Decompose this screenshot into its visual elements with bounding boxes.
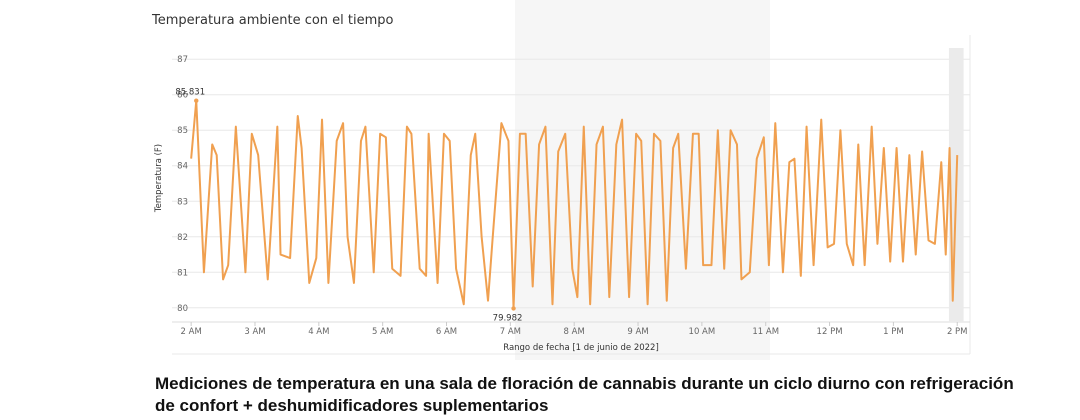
x-tick-label: 2 AM: [181, 327, 202, 337]
annotated-point: [194, 98, 199, 103]
y-tick-label: 84: [177, 162, 188, 172]
x-tick-label: 6 AM: [436, 327, 457, 337]
x-tick-label: 7 AM: [500, 327, 521, 337]
point-annotation: 79.982: [493, 313, 523, 323]
y-tick-label: 82: [177, 233, 188, 243]
x-tick-label: 9 AM: [627, 327, 648, 337]
point-annotation: 85.831: [175, 88, 205, 98]
y-tick-label: 81: [177, 268, 188, 278]
x-tick-label: 5 AM: [372, 327, 393, 337]
y-axis-ticks: 80 81 82 83 84 85 86 87: [177, 55, 188, 314]
x-axis-ticks: 2 AM 3 AM 4 AM 5 AM 6 AM 7 AM 8 AM 9 AM 10 AM 11 …: [181, 322, 968, 337]
series-line: [190, 99, 959, 310]
x-tick-label: 8 AM: [564, 327, 585, 337]
chart-title: Temperatura ambiente con el tiempo: [152, 13, 394, 28]
y-tick-label: 87: [177, 55, 188, 65]
x-axis-title: Rango de fecha [1 de junio de 2022]: [503, 343, 659, 353]
x-tick-label: 2 PM: [947, 327, 968, 337]
y-tick-label: 85: [177, 126, 188, 136]
x-tick-label: 12 PM: [817, 327, 843, 337]
x-tick-label: 3 AM: [244, 327, 265, 337]
x-tick-label: 1 PM: [883, 327, 904, 337]
temperature-line-chart: 80 81 82 83 84 85 86 87 2 AM 3 AM 4 AM 5 AM 6 AM 7 A…: [154, 35, 971, 355]
y-tick-label: 83: [177, 197, 188, 207]
x-tick-label: 11 AM: [752, 327, 779, 337]
annotated-point: [511, 306, 516, 311]
y-tick-label: 80: [177, 304, 188, 314]
gridlines: [172, 35, 971, 355]
x-tick-label: 10 AM: [689, 327, 716, 337]
series-layer: [190, 99, 959, 310]
y-tick-label: 86: [177, 91, 188, 101]
annotations: 85.831 79.982: [175, 88, 522, 324]
x-tick-label: 4 AM: [308, 327, 329, 337]
y-axis-title: Temperatura (F): [154, 144, 164, 213]
figure-caption: Mediciones de temperatura en una sala de…: [155, 374, 1014, 415]
